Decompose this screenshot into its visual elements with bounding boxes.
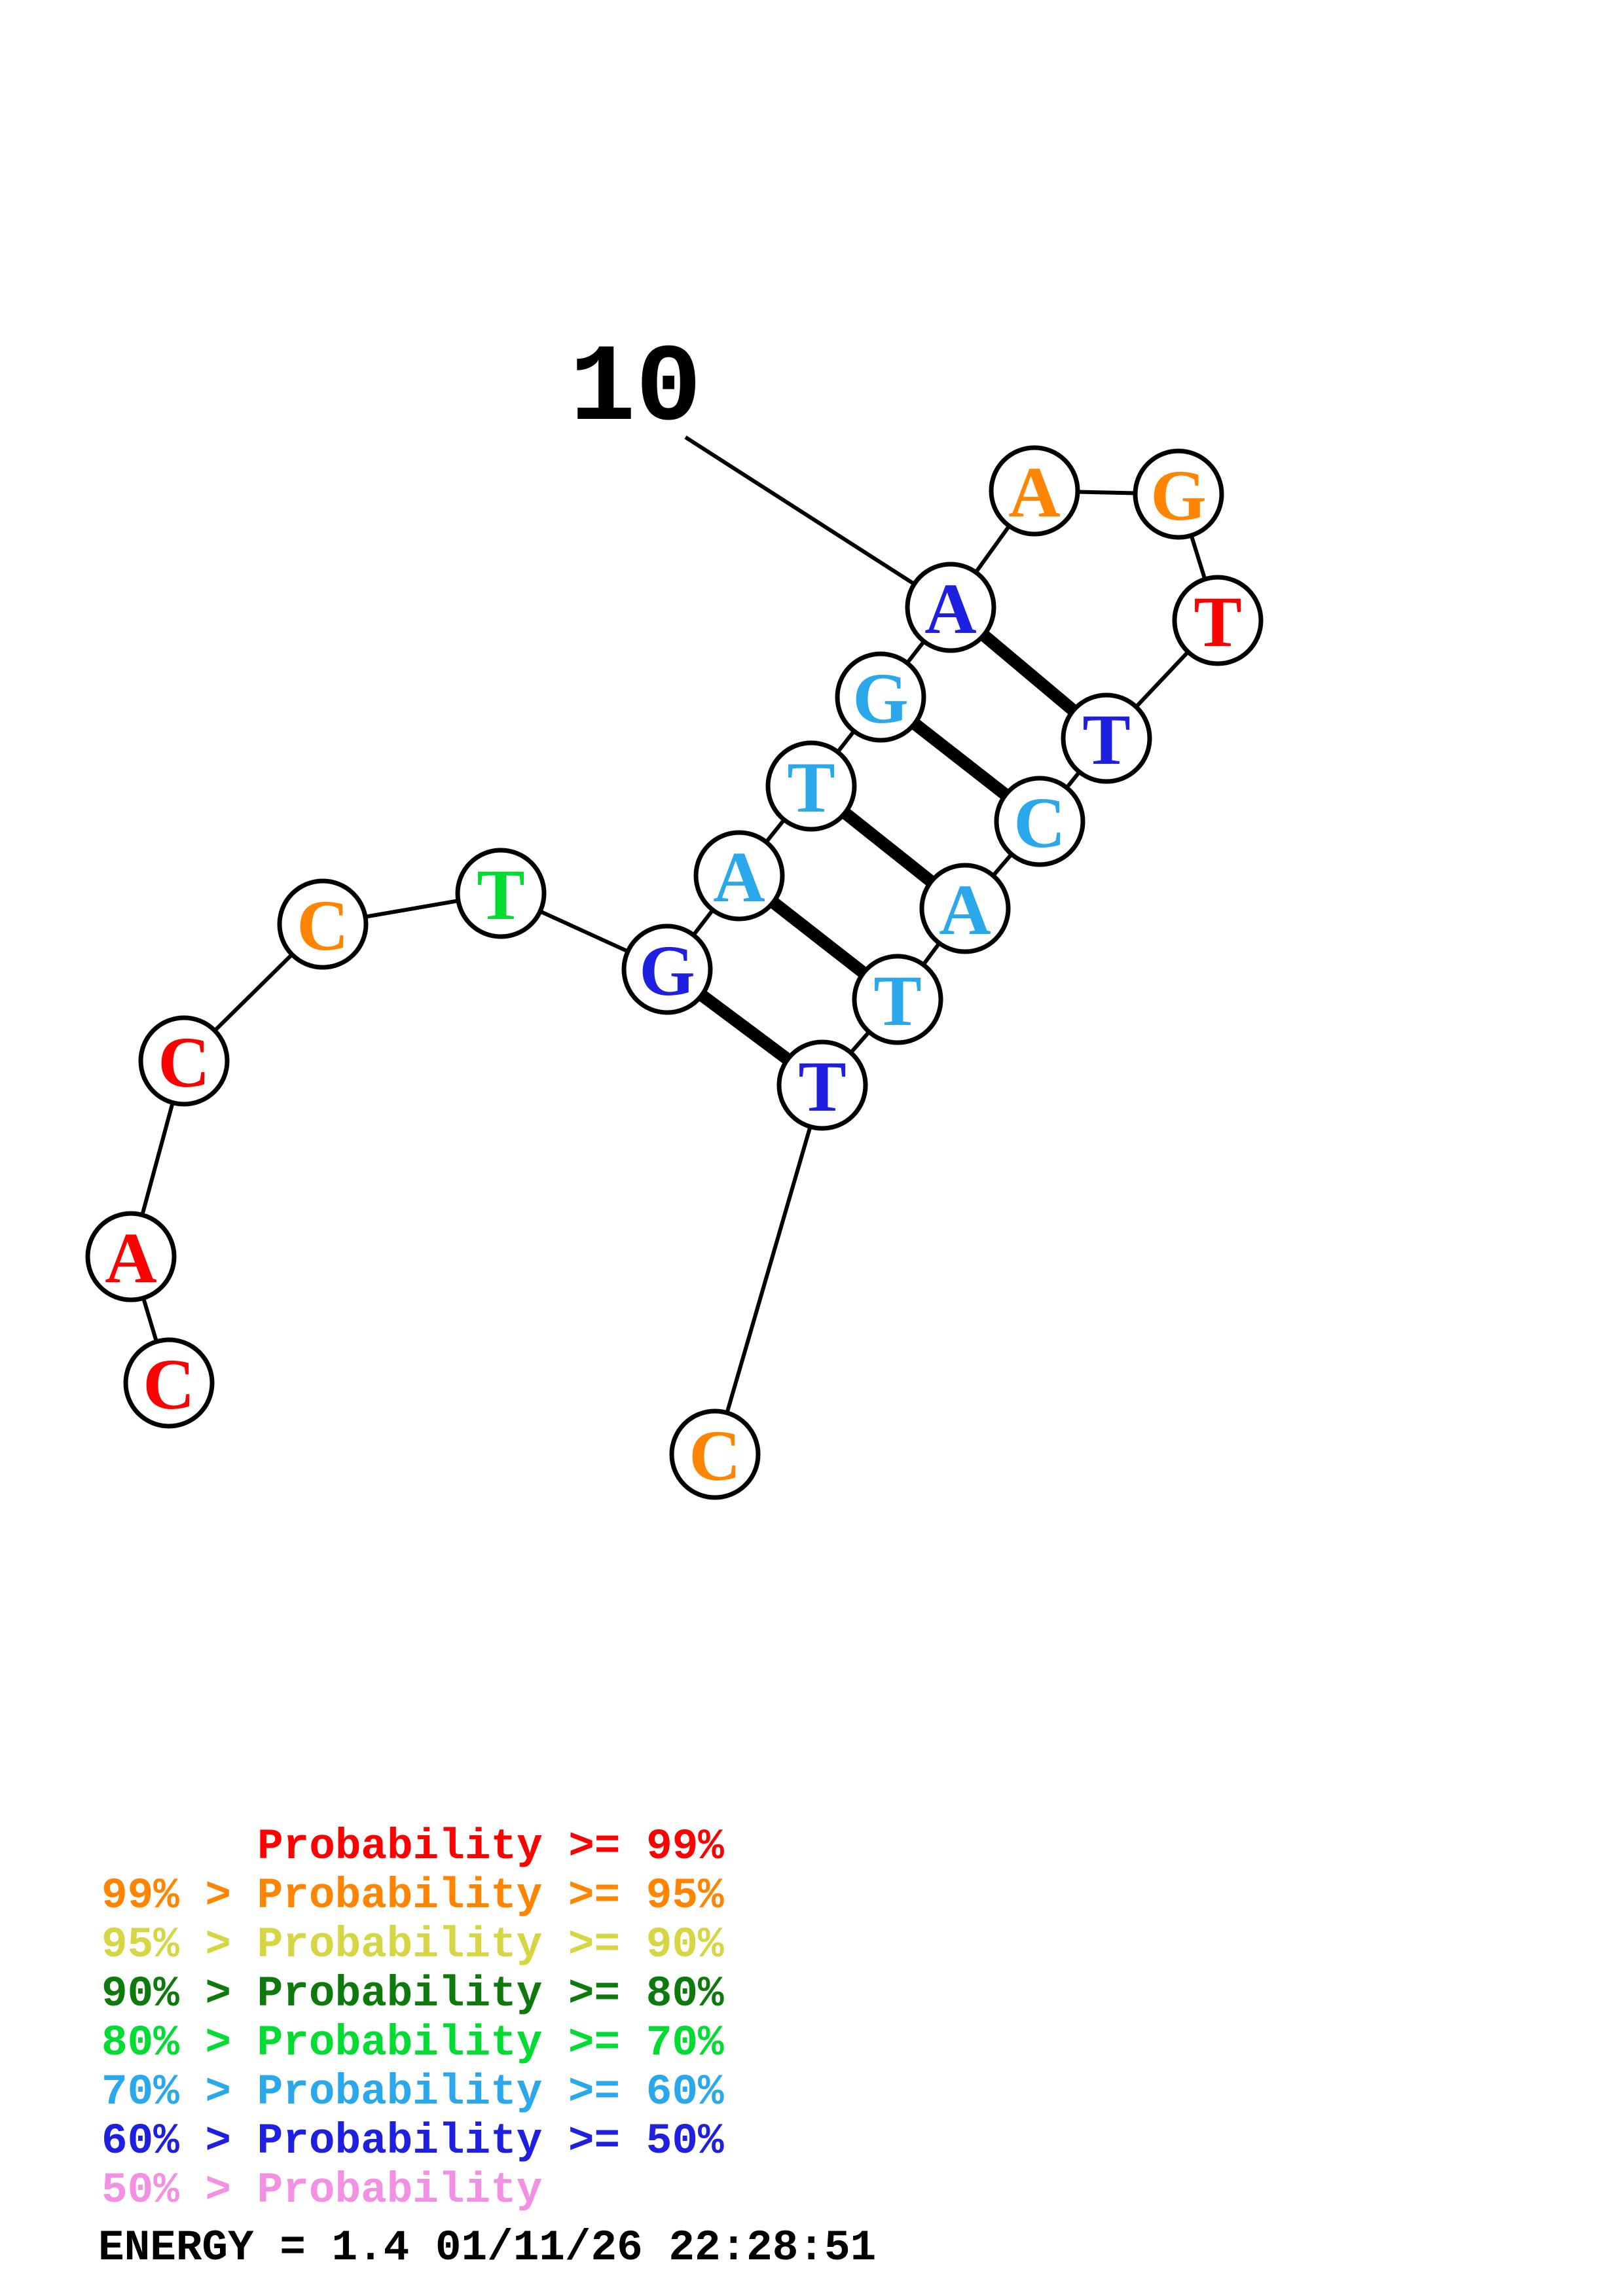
legend-row: 60% > Probability >= 50% [101, 2117, 724, 2166]
nucleotide-circle [994, 776, 1085, 867]
nucleotide-base-label: G [852, 658, 909, 738]
nucleotide-base-label: G [1150, 456, 1207, 535]
nucleotide: T [1061, 692, 1152, 784]
backbone-link [713, 1085, 824, 1455]
nucleotide: C [123, 1337, 215, 1429]
legend-row: 80% > Probability >= 70% [101, 2018, 724, 2068]
nucleotide-circle [989, 445, 1080, 537]
nucleotide-circle [1172, 575, 1264, 666]
nucleotide: C [669, 1408, 761, 1500]
nucleotide: A [919, 863, 1011, 954]
nucleotide: G [621, 924, 713, 1015]
nucleotide: A [693, 830, 785, 922]
nucleotide-circle [693, 830, 785, 922]
energy-timestamp-text: ENERGY = 1.4 01/11/26 22:28:51 [98, 2223, 876, 2272]
nucleotide: A [85, 1211, 177, 1302]
nucleotide: C [138, 1015, 230, 1107]
nucleotide-circle [905, 562, 996, 653]
nucleotide-base-label: C [158, 1022, 210, 1102]
nucleotide-base-label: C [297, 886, 348, 965]
legend-row: Probability >= 99% [257, 1822, 724, 1871]
nucleotide-base-label: T [787, 747, 835, 827]
nucleotide-base-label: T [1194, 582, 1241, 662]
nucleotide-base-label: T [477, 855, 524, 935]
nucleotide: G [1133, 448, 1224, 540]
nucleotide: T [852, 954, 943, 1045]
nucleotide-circle [138, 1015, 230, 1107]
nucleotide-base-label: T [798, 1047, 846, 1126]
nucleotide-circle [123, 1337, 215, 1429]
nucleotide-base-label: T [873, 961, 921, 1041]
legend-row: 50% > Probability [101, 2166, 542, 2215]
nucleotide-circle [1061, 692, 1152, 784]
annotations-layer: 10 [570, 328, 702, 452]
nucleotide-circle [277, 878, 369, 970]
nucleotide-circle [1133, 448, 1224, 540]
footer-layer: ENERGY = 1.4 01/11/26 22:28:51 [98, 2223, 876, 2272]
nucleotide: C [994, 776, 1085, 867]
nucleotide: T [1172, 575, 1264, 666]
legend-row: 70% > Probability >= 60% [101, 2068, 724, 2117]
nucleotide-base-label: C [689, 1416, 740, 1496]
legend-row: 95% > Probability >= 90% [101, 1920, 724, 1969]
nucleotide-circle [455, 848, 547, 939]
nucleotide-base-label: G [639, 931, 695, 1011]
nucleotide-circle [621, 924, 713, 1015]
nucleotide-circle [765, 740, 857, 832]
nucleotide-circle [835, 651, 926, 743]
nucleotide: T [776, 1039, 868, 1131]
nucleotide-base-label: A [713, 837, 765, 917]
nucleotide: G [835, 651, 926, 743]
nucleotide-base-label: A [924, 569, 976, 649]
nucleotide-base-label: C [1013, 783, 1065, 863]
nucleotide: T [765, 740, 857, 832]
legend-layer: Probability >= 99%99% > Probability >= 9… [101, 1822, 724, 2215]
nucleotide: C [277, 878, 369, 970]
nucleotide-circle [852, 954, 943, 1045]
legend-row: 99% > Probability >= 95% [101, 1871, 724, 1920]
nucleotide-base-label: C [143, 1344, 194, 1424]
nucleotide-circle [919, 863, 1011, 954]
nucleotide-circle [85, 1211, 177, 1302]
legend-row: 90% > Probability >= 80% [101, 1969, 724, 2018]
nucleotide-base-label: T [1082, 700, 1130, 780]
nucleotide-circle [776, 1039, 868, 1131]
nucleotide: T [455, 848, 547, 939]
nucleotide-base-label: A [105, 1218, 156, 1298]
position-label-10: 10 [570, 328, 702, 452]
nucleotide: A [989, 445, 1080, 537]
nucleotide: A [905, 562, 996, 653]
nucleotide-circle [669, 1408, 761, 1500]
nucleotide-base-label: A [939, 870, 991, 950]
position-label-leader-line [684, 435, 952, 609]
nucleotide-base-label: A [1008, 452, 1060, 532]
